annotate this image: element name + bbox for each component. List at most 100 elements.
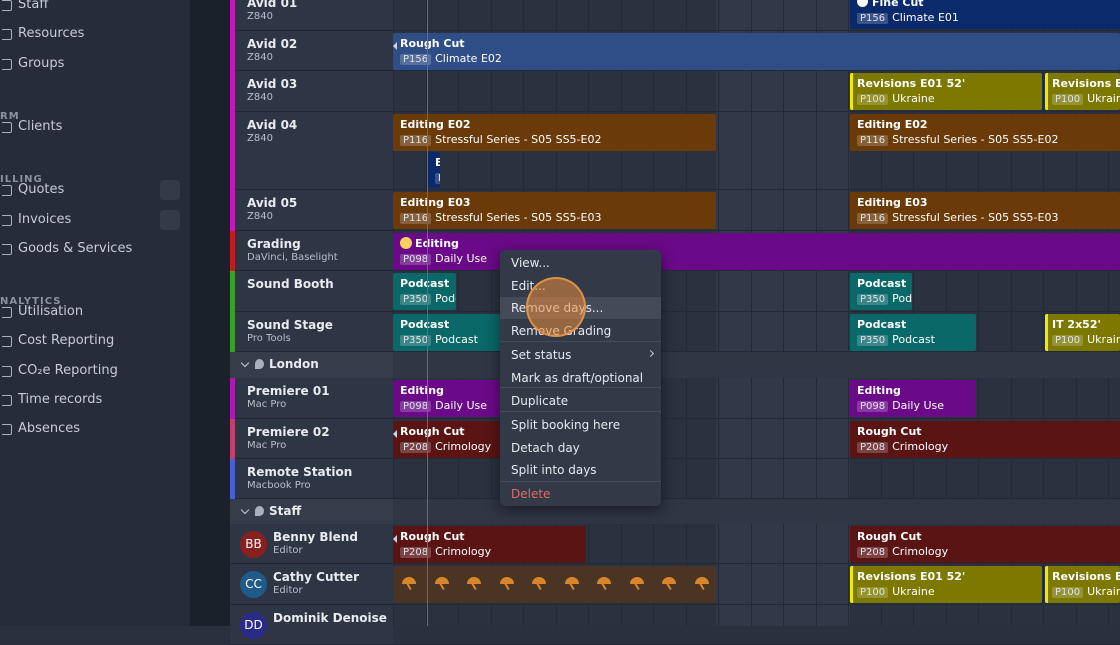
row-line: [393, 418, 1120, 419]
resource-cell: [230, 31, 393, 71]
nav-item[interactable]: Absences: [18, 421, 81, 437]
status-check: [857, 0, 868, 7]
booking-info: P116 Stressful Series - S05 SS5-E03: [400, 211, 601, 224]
booking[interactable]: Editing P098 Daily Use: [393, 380, 513, 417]
booking[interactable]: Editing P098 Daily Use: [850, 380, 976, 417]
menu-item[interactable]: Set status: [511, 348, 572, 362]
absence-block: [393, 566, 716, 603]
booking-info: P350 Podcast: [400, 333, 478, 346]
project-code: P100: [1052, 587, 1084, 598]
booking-subtitle: Podcast: [892, 333, 935, 346]
day-line: [685, 0, 687, 626]
booking[interactable]: Editing E02 P116 Stressful Series - S05 SS…: [850, 114, 1120, 151]
day-line: [815, 0, 817, 626]
booking[interactable]: Editing E03 P116 Stressful Series - S05 SS…: [393, 192, 716, 229]
day-line: [490, 0, 492, 626]
booking[interactable]: Editing E02 P116 Stressful Series - S05 SS…: [393, 114, 716, 151]
menu-item[interactable]: Split booking here: [511, 418, 621, 432]
booking[interactable]: Rough Cut P156 Climate E02: [393, 33, 1120, 70]
day-line: [1010, 0, 1012, 626]
resource-name: Benny Blend: [273, 530, 358, 544]
nav-item[interactable]: Goods & Services: [18, 240, 133, 256]
booking[interactable]: Rough Cut P208 Crimology: [850, 421, 1120, 458]
day-line: [978, 0, 979, 626]
booking-title: Editing E03: [857, 196, 928, 209]
row-line: [393, 311, 1120, 312]
nav-icon: [2, 58, 12, 70]
resource-detail: Macbook Pro: [247, 480, 311, 491]
nav-item[interactable]: Resources: [18, 26, 85, 42]
booking-subtitle: Daily Use: [435, 399, 488, 412]
row-line: [393, 189, 1120, 190]
booking-title: Podcast: [857, 277, 907, 290]
booking[interactable]: Rough Cut P208 Crimology: [850, 526, 1120, 563]
avatar: CC: [240, 571, 267, 598]
expand-toggle[interactable]: [160, 180, 180, 201]
nav-item[interactable]: Invoices: [18, 211, 72, 227]
booking-title: Revisions E02: [1052, 77, 1120, 90]
resource-detail: Mac Pro: [247, 399, 287, 410]
resource-detail: Editor: [273, 545, 303, 556]
nav-item[interactable]: Clients: [18, 118, 63, 134]
nav-item[interactable]: CO₂e Reporting: [18, 362, 118, 378]
booking-title: Rough Cut: [400, 530, 465, 543]
menu-item[interactable]: Split into days: [511, 463, 597, 477]
day-line: [718, 0, 719, 626]
absence-icon: [467, 577, 481, 584]
booking-subtitle: Crimology: [892, 440, 949, 453]
booking-title: Podcast: [400, 318, 450, 331]
nav-item[interactable]: Quotes: [18, 182, 65, 198]
project-code: P098: [400, 254, 432, 265]
resource-cell: [230, 190, 393, 231]
context-menu: View...Edit...Remove days...Remove Gradi…: [500, 250, 661, 506]
nav-icon: [2, 121, 12, 133]
booking-title: Editing: [400, 384, 444, 397]
nav-item[interactable]: Cost Reporting: [18, 333, 115, 349]
nav-item[interactable]: Time records: [18, 392, 103, 407]
group-icon: [255, 506, 264, 516]
booking-flag: [1045, 73, 1048, 110]
booking[interactable]: Revisions E01 52' P100 Ukraine: [850, 73, 1042, 110]
nav-item[interactable]: Staff: [18, 0, 49, 12]
booking-title: Fine Cut: [872, 0, 924, 9]
menu-separator: [500, 481, 661, 482]
absence-icon: [662, 577, 676, 584]
group-name: London: [269, 357, 319, 371]
booking-subtitle: Podcast: [435, 333, 478, 346]
menu-item[interactable]: Mark as draft/optional: [511, 371, 644, 385]
booking[interactable]: EF: [428, 152, 440, 188]
booking-title: Podcast: [857, 318, 907, 331]
booking-title: E: [435, 156, 440, 169]
booking[interactable]: Podcast P350 Podcast: [850, 314, 976, 351]
day-line: [783, 0, 784, 626]
booking-title: Rough Cut: [400, 37, 465, 50]
booking-info: P208 Crimology: [400, 440, 491, 453]
row-line: [393, 70, 1120, 71]
expand-toggle[interactable]: [160, 209, 180, 230]
menu-item[interactable]: Duplicate: [511, 394, 569, 408]
booking[interactable]: Editing E03 P116 Stressful Series - S05 SS…: [850, 192, 1120, 229]
resource-detail: DaVinci, Baselight: [247, 252, 338, 263]
booking-title: Editing E03: [400, 196, 471, 209]
nav-item[interactable]: Groups: [18, 55, 65, 71]
menu-item[interactable]: View...: [511, 256, 550, 270]
menu-item[interactable]: Detach day: [511, 441, 580, 455]
resource-name: Avid 02: [247, 37, 298, 51]
nav-item[interactable]: Utilisation: [18, 304, 84, 320]
booking[interactable]: Revisions E01 52' P100 Ukraine: [850, 566, 1042, 603]
resource-cell: [230, 0, 393, 31]
absence-icon: [499, 577, 514, 584]
resource-detail: Mac Pro: [247, 440, 287, 451]
resource-name: Grading: [247, 237, 301, 251]
booking[interactable]: Rough Cut P208 Crimology: [393, 526, 586, 563]
menu-item[interactable]: Delete: [511, 487, 551, 501]
booking[interactable]: Podcast P350 Podcast: [393, 314, 513, 351]
booking[interactable]: Fine Cut P156 Climate E01: [850, 0, 1120, 29]
